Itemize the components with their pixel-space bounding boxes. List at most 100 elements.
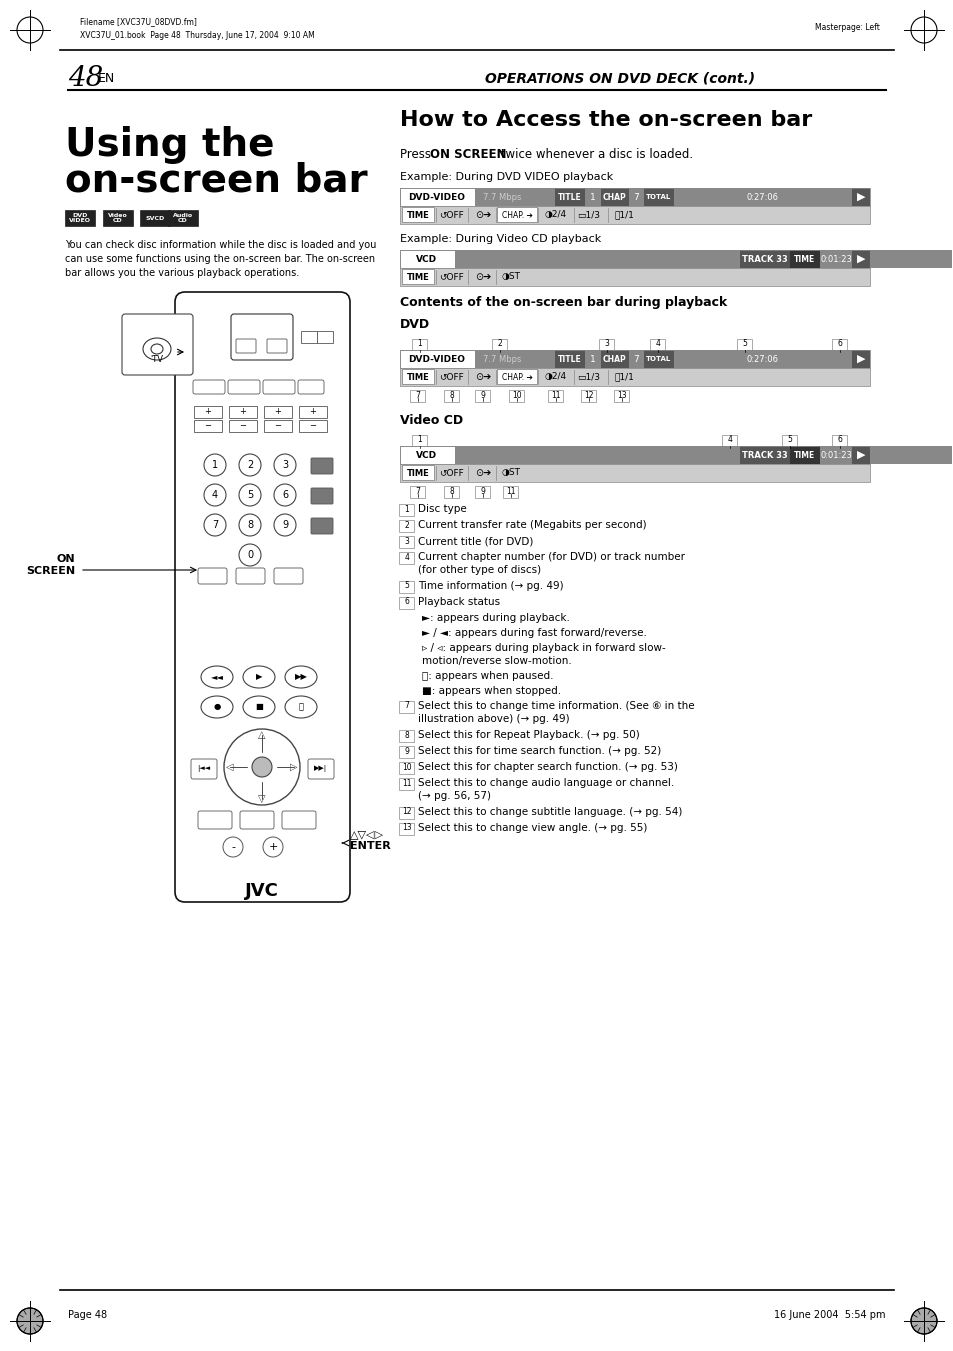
FancyBboxPatch shape <box>548 389 563 401</box>
Text: 13: 13 <box>402 824 412 832</box>
Text: 0:01:23: 0:01:23 <box>820 254 851 263</box>
FancyBboxPatch shape <box>598 339 614 350</box>
Text: 2: 2 <box>247 459 253 470</box>
Text: 1: 1 <box>417 339 422 349</box>
Text: ⛶1/1: ⛶1/1 <box>614 373 634 381</box>
Text: SVCD: SVCD <box>145 216 165 220</box>
FancyBboxPatch shape <box>311 488 333 504</box>
Text: Select this for Repeat Playback. (→ pg. 50): Select this for Repeat Playback. (→ pg. … <box>417 730 639 740</box>
Circle shape <box>263 838 283 857</box>
Text: Video
CD: Video CD <box>108 213 128 223</box>
Ellipse shape <box>243 696 274 717</box>
Text: Filename [XVC37U_08DVD.fm]: Filename [XVC37U_08DVD.fm] <box>80 18 196 27</box>
Text: ◑ST: ◑ST <box>501 273 520 281</box>
Bar <box>789 250 820 267</box>
Text: 12: 12 <box>402 808 412 816</box>
FancyBboxPatch shape <box>399 730 414 742</box>
Text: 9: 9 <box>480 390 485 400</box>
FancyBboxPatch shape <box>614 389 629 401</box>
Text: +: + <box>239 408 246 416</box>
Text: Current transfer rate (Megabits per second): Current transfer rate (Megabits per seco… <box>417 520 646 530</box>
Text: 6: 6 <box>837 435 841 444</box>
Text: 'TV: 'TV <box>151 355 163 365</box>
Text: Example: During DVD VIDEO playback: Example: During DVD VIDEO playback <box>399 172 613 182</box>
Text: VCD: VCD <box>416 450 437 459</box>
Text: ► / ◄: appears during fast forward/reverse.: ► / ◄: appears during fast forward/rever… <box>421 628 646 638</box>
Text: TIME: TIME <box>794 254 815 263</box>
Circle shape <box>224 730 299 805</box>
Text: 4: 4 <box>212 490 218 500</box>
FancyBboxPatch shape <box>193 420 222 432</box>
FancyBboxPatch shape <box>497 369 537 384</box>
Text: 7.7 Mbps: 7.7 Mbps <box>482 192 521 201</box>
Ellipse shape <box>285 696 316 717</box>
FancyBboxPatch shape <box>503 485 518 497</box>
Bar <box>555 446 951 463</box>
Circle shape <box>204 484 226 507</box>
Text: 4: 4 <box>404 553 409 562</box>
FancyBboxPatch shape <box>198 567 227 584</box>
Text: 10: 10 <box>402 762 412 771</box>
Bar <box>789 446 820 463</box>
Text: 9: 9 <box>282 520 288 530</box>
Text: △: △ <box>258 730 266 740</box>
Text: 16 June 2004  5:54 pm: 16 June 2004 5:54 pm <box>774 1310 885 1320</box>
Text: ▹ / ◃: appears during playback in forward slow-
motion/reverse slow-motion.: ▹ / ◃: appears during playback in forwar… <box>421 643 665 666</box>
Text: ⊙➔: ⊙➔ <box>475 372 491 382</box>
Text: 12: 12 <box>583 390 593 400</box>
Text: 9: 9 <box>404 747 409 755</box>
Bar <box>851 446 869 463</box>
Text: TIME: TIME <box>794 450 815 459</box>
Text: 7: 7 <box>416 390 420 400</box>
Text: ●: ● <box>213 703 220 712</box>
Bar <box>673 350 851 367</box>
Text: OPERATIONS ON DVD DECK (cont.): OPERATIONS ON DVD DECK (cont.) <box>484 72 754 85</box>
Text: Select this to change view angle. (→ pg. 55): Select this to change view angle. (→ pg.… <box>417 823 647 834</box>
Circle shape <box>274 484 295 507</box>
Text: 8: 8 <box>449 390 454 400</box>
Circle shape <box>910 1308 936 1333</box>
FancyBboxPatch shape <box>399 807 414 819</box>
Bar <box>65 209 95 226</box>
Bar <box>820 250 851 267</box>
Text: 7: 7 <box>633 354 639 363</box>
Text: CHAP. ➔: CHAP. ➔ <box>501 373 532 381</box>
Bar <box>740 446 789 463</box>
Circle shape <box>204 454 226 476</box>
Text: 0:27:06: 0:27:06 <box>746 192 779 201</box>
Bar <box>103 209 132 226</box>
Text: twice whenever a disc is loaded.: twice whenever a disc is loaded. <box>497 149 693 161</box>
Text: ▷: ▷ <box>290 762 297 771</box>
Bar <box>399 205 869 224</box>
Text: Disc type: Disc type <box>417 504 466 513</box>
FancyBboxPatch shape <box>401 269 434 284</box>
Text: TOTAL: TOTAL <box>646 357 671 362</box>
Text: 0: 0 <box>247 550 253 561</box>
Text: 8: 8 <box>404 731 409 739</box>
Text: +: + <box>268 842 277 852</box>
FancyBboxPatch shape <box>311 458 333 474</box>
Circle shape <box>252 757 272 777</box>
FancyBboxPatch shape <box>832 435 846 446</box>
Text: ⏸: appears when paused.: ⏸: appears when paused. <box>421 671 553 681</box>
FancyBboxPatch shape <box>267 339 287 353</box>
Text: ⊙➔: ⊙➔ <box>475 467 491 478</box>
FancyBboxPatch shape <box>832 339 846 350</box>
Text: 6: 6 <box>837 339 841 349</box>
Text: TRACK 33: TRACK 33 <box>741 254 787 263</box>
Bar <box>643 350 673 367</box>
Text: Select this to change time information. (See ⑥ in the
illustration above) (→ pg.: Select this to change time information. … <box>417 701 694 724</box>
FancyBboxPatch shape <box>122 313 193 376</box>
Text: DVD-VIDEO: DVD-VIDEO <box>408 354 465 363</box>
FancyBboxPatch shape <box>509 389 524 401</box>
Text: 7: 7 <box>633 192 639 201</box>
FancyBboxPatch shape <box>298 420 327 432</box>
Text: Time information (→ pg. 49): Time information (→ pg. 49) <box>417 581 563 590</box>
Text: How to Access the on-screen bar: How to Access the on-screen bar <box>399 109 811 130</box>
Bar <box>475 350 555 367</box>
Text: ▭1/3: ▭1/3 <box>577 211 599 219</box>
Text: CHAP. ➔: CHAP. ➔ <box>501 211 532 219</box>
FancyBboxPatch shape <box>399 597 414 608</box>
Text: TITLE: TITLE <box>558 192 581 201</box>
Text: ▶: ▶ <box>856 254 864 263</box>
